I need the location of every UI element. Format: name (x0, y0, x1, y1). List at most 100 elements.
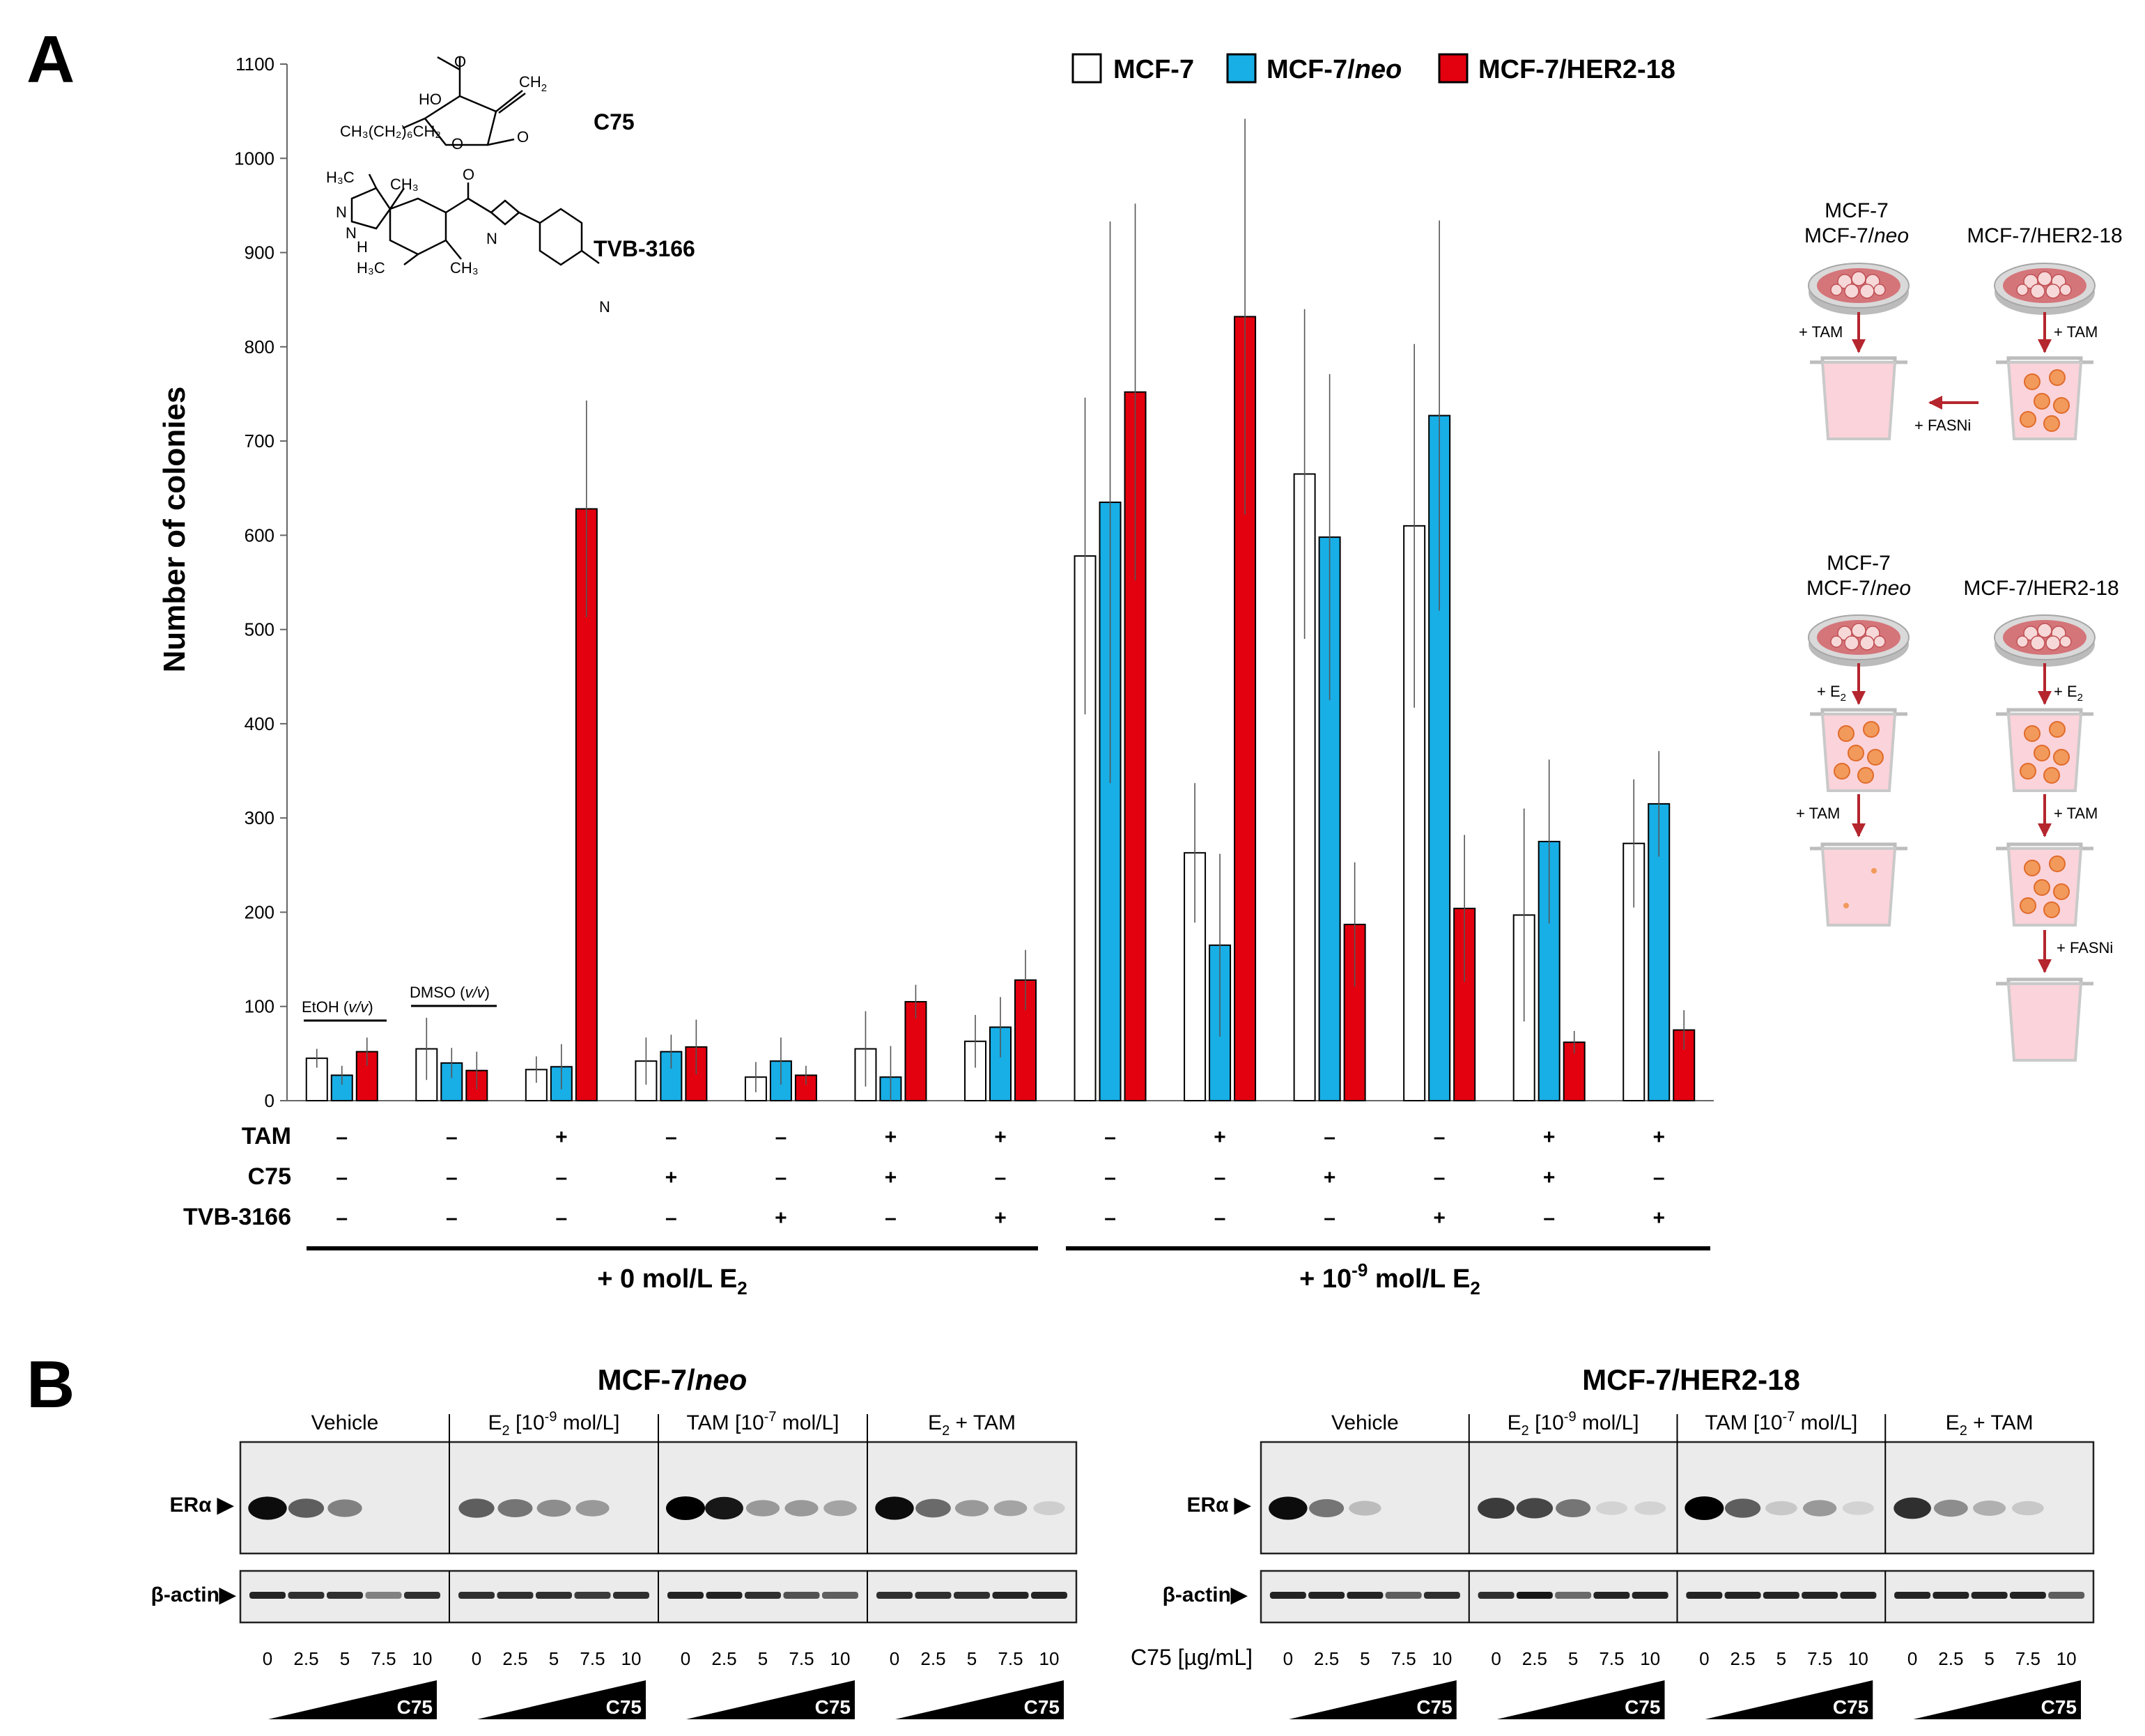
schematic-top-tam-right: + TAM (2054, 323, 2098, 341)
neo-dose-label: 0 (890, 1648, 899, 1669)
bar-her2-9 (1234, 316, 1257, 1102)
neo-actin-band (536, 1592, 572, 1599)
treatment-cell: – (665, 1207, 677, 1230)
her2-actin-band (1555, 1592, 1592, 1599)
treatment-cell: – (1653, 1166, 1665, 1189)
neo-dose-label: 10 (412, 1648, 433, 1669)
legend-swatch-her2 (1438, 53, 1469, 84)
neo-title: MCF-7/neo (598, 1363, 748, 1396)
her2-actin-band (1385, 1592, 1422, 1599)
neo-dose-label: 10 (1039, 1648, 1060, 1669)
neo-era-band (705, 1496, 743, 1520)
neo-dose-label: 5 (967, 1648, 977, 1669)
her2-era-band (1556, 1499, 1591, 1517)
legend-swatch-neo (1226, 53, 1257, 84)
treatment-cell: – (775, 1126, 787, 1149)
schematic-top-left-line1: MCF-7 (1825, 199, 1889, 222)
neo-dose-label: 7.5 (998, 1648, 1023, 1669)
treatment-cell: + (1214, 1126, 1226, 1149)
her2-era-band (1269, 1496, 1308, 1520)
legend-label-neo: MCF-7/neo (1267, 55, 1402, 84)
bar-neo-1 (330, 1074, 353, 1101)
neo-era-band (666, 1496, 705, 1520)
treatment-cell: + (994, 1207, 1007, 1230)
treatment-cell: – (1543, 1207, 1555, 1230)
tvb-atom-ch3: CH₃ (390, 176, 419, 193)
neo-era-band (745, 1500, 780, 1517)
bars (305, 118, 1696, 1102)
condition-label-0: + 0 mol/L E2 (597, 1264, 747, 1299)
treatment-label-0: TAM (242, 1123, 291, 1149)
y-tick-label: 500 (245, 619, 274, 640)
y-tick-label: 1100 (235, 54, 274, 75)
c75-name: C75 (594, 109, 635, 134)
treatment-cell: – (885, 1207, 897, 1230)
her2-actin-band (1308, 1592, 1345, 1599)
tvb-atom-h3c-2: H₃C (357, 259, 385, 277)
her2-actin-band (2048, 1592, 2085, 1599)
her2-actin-band (1840, 1592, 1877, 1599)
schematic-bottom-tam-right: + TAM (2054, 805, 2098, 822)
her2-dose-label: 2.5 (1314, 1648, 1339, 1669)
her2-wedge-label: C75 (1625, 1696, 1660, 1718)
c75-dose-axis-label: C75 [µg/mL] (1131, 1645, 1253, 1670)
c75-atom-carbonyl-o: O (517, 128, 529, 146)
treatment-cell: + (994, 1126, 1007, 1149)
her2-era-band (1309, 1499, 1345, 1517)
neo-dose-label: 7.5 (789, 1648, 814, 1669)
her2-actin-band (1971, 1592, 2008, 1599)
her2-actin-band (1686, 1592, 1723, 1599)
etoh-group-label: EtOH (v/v) (302, 998, 373, 1016)
schematic-top-tam-left: + TAM (1799, 323, 1843, 341)
treatment-cell: – (446, 1126, 458, 1149)
y-tick-label: 600 (245, 525, 274, 545)
neo-dose-label: 5 (340, 1648, 350, 1669)
treatment-cell: – (1104, 1166, 1116, 1189)
c75-atom-o: O (454, 53, 466, 70)
her2-c75-wedge (1913, 1680, 2081, 1719)
treatment-cell: – (1434, 1126, 1446, 1149)
her2-era-band (1595, 1501, 1627, 1515)
neo-actin-band (365, 1592, 402, 1599)
neo-actin-band (327, 1592, 363, 1599)
neo-dose-label: 5 (549, 1648, 559, 1669)
her2-dose-label: 2.5 (1938, 1648, 1963, 1669)
neo-actin-band (613, 1592, 649, 1599)
her2-c75-wedge (1289, 1680, 1457, 1719)
neo-wedge-label: C75 (815, 1696, 851, 1718)
tvb-atom-h3c: H₃C (326, 169, 355, 186)
her2-dose-label: 10 (2057, 1648, 2077, 1669)
her2-actin-band (1933, 1592, 1969, 1599)
her2-era-band (2011, 1501, 2044, 1516)
her2-actin-band (1347, 1592, 1384, 1599)
her2-actin-band (1478, 1592, 1515, 1599)
treatment-cell: + (1652, 1207, 1665, 1230)
schematic-bottom-fasni: + FASNi (2057, 939, 2113, 956)
treatment-cell: – (1104, 1126, 1116, 1149)
c75-atom-ho: HO (419, 91, 442, 108)
treatment-cell: – (995, 1166, 1007, 1189)
neo-era-band (575, 1500, 610, 1517)
her2-dose-label: 7.5 (1391, 1648, 1416, 1669)
neo-c75-wedge (268, 1680, 437, 1719)
her2-actin-label: β-actin▶ (1163, 1583, 1248, 1606)
y-axis-label: Number of colonies (157, 387, 192, 673)
treatment-cell: + (1543, 1166, 1556, 1189)
treatment-cell: – (336, 1207, 348, 1230)
neo-actin-band (992, 1592, 1029, 1599)
her2-era-label: ERα ▶ (1186, 1494, 1251, 1517)
tvb-atom-n: N (336, 203, 347, 221)
neo-actin-band (288, 1592, 325, 1599)
schematic-bottom-tam-left: + TAM (1796, 805, 1840, 822)
schematic-bottom-right: MCF-7/HER2-18 (1963, 577, 2119, 600)
neo-era-band (536, 1499, 571, 1517)
her2-era-band (1478, 1498, 1515, 1519)
her2-era-band (1765, 1501, 1797, 1516)
her2-condition-1: E2 [10-9 mol/L] (1508, 1409, 1639, 1439)
treatment-cell: + (775, 1207, 787, 1230)
her2-era-band (1634, 1501, 1666, 1515)
schematic-e2-left: + E2 (1817, 683, 1846, 704)
neo-c75-wedge (477, 1680, 646, 1719)
her2-dose-label: 7.5 (1599, 1648, 1624, 1669)
tvb3166-name: TVB-3166 (594, 236, 695, 261)
